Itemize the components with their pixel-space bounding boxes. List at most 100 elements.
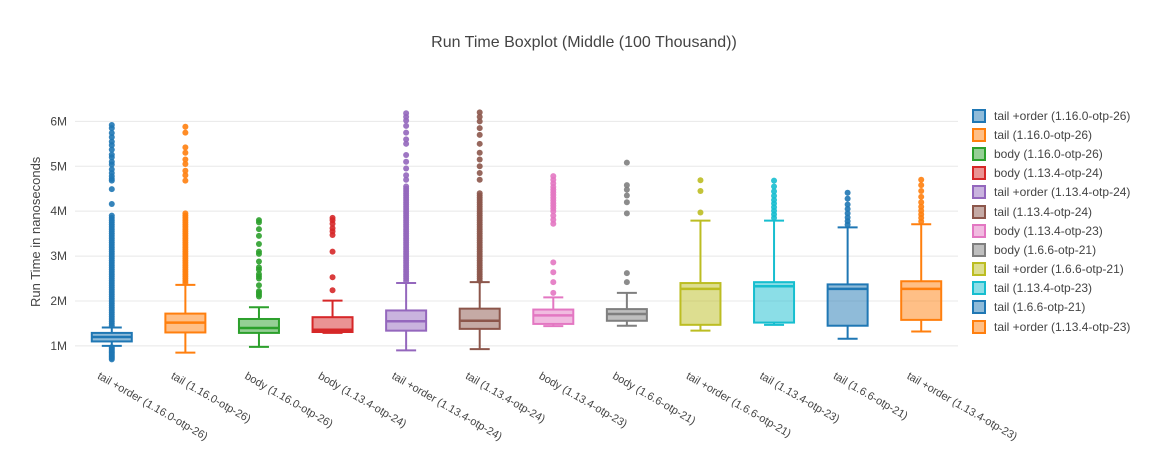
outlier-point — [182, 156, 189, 163]
outlier-point — [697, 209, 704, 216]
outlier-point — [329, 225, 336, 232]
outlier-point — [182, 129, 189, 136]
outlier-point — [403, 165, 410, 172]
box-body — [900, 280, 943, 321]
outlier-point — [403, 152, 410, 159]
legend-item[interactable]: tail +order (1.13.4-otp-24) — [972, 183, 1130, 202]
box-trace[interactable] — [532, 173, 575, 328]
legend-swatch-icon — [972, 166, 986, 181]
box-trace[interactable] — [311, 214, 354, 334]
box-trace[interactable] — [679, 177, 722, 332]
chart-title: Run Time Boxplot (Middle (100 Thousand)) — [431, 34, 737, 51]
outlier-point — [182, 167, 189, 174]
box-trace[interactable] — [237, 217, 280, 348]
outlier-point — [771, 192, 778, 199]
legend-item[interactable]: body (1.16.0-otp-26) — [972, 144, 1130, 163]
legend-item[interactable]: tail (1.13.4-otp-24) — [972, 202, 1130, 221]
box-body — [458, 307, 501, 330]
legend-item-label: tail +order (1.13.4-otp-23) — [994, 319, 1131, 334]
outlier-point — [108, 186, 115, 193]
legend-swatch-icon — [972, 146, 986, 161]
legend-item[interactable]: tail (1.16.0-otp-26) — [972, 125, 1130, 144]
outlier-point — [255, 288, 262, 295]
outlier-point — [255, 271, 262, 278]
outlier-point — [476, 113, 483, 120]
legend-swatch-icon — [972, 185, 986, 200]
legend-item[interactable]: tail +order (1.16.0-otp-26) — [972, 106, 1130, 125]
box-trace[interactable] — [458, 109, 501, 351]
outlier-point — [550, 279, 557, 286]
legend-item-label: tail +order (1.16.0-otp-26) — [994, 108, 1131, 123]
box-trace[interactable] — [753, 177, 796, 326]
outlier-point — [182, 172, 189, 179]
outlier-point — [255, 240, 262, 247]
outlier-point — [182, 144, 189, 151]
outlier-point — [623, 199, 630, 206]
box-trace[interactable] — [605, 159, 648, 327]
box-trace[interactable] — [164, 123, 207, 354]
legend-item-label: tail (1.16.0-otp-26) — [994, 127, 1093, 142]
outlier-point — [918, 199, 925, 206]
box-trace[interactable] — [900, 176, 943, 333]
outlier-point — [623, 182, 630, 189]
outlier-point — [771, 183, 778, 190]
box-trace[interactable] — [90, 121, 133, 363]
legend-item[interactable]: body (1.13.4-otp-23) — [972, 221, 1130, 240]
outlier-point — [108, 138, 115, 145]
legend-item[interactable]: tail +order (1.13.4-otp-23) — [972, 317, 1130, 336]
legend-item-label: body (1.6.6-otp-21) — [994, 242, 1097, 257]
outlier-point — [476, 118, 483, 125]
outlier-point — [108, 201, 115, 207]
outlier-point — [918, 193, 925, 200]
outlier-point — [255, 282, 262, 289]
outlier-point — [476, 176, 483, 183]
outlier-point — [918, 187, 925, 194]
y-tick-label: 3M — [50, 249, 67, 263]
legend: tail +order (1.16.0-otp-26) tail (1.16.0-… — [972, 106, 1130, 336]
outlier-point — [844, 205, 851, 212]
outlier-point — [697, 177, 704, 184]
outlier-point — [255, 217, 262, 224]
y-tick-label: 6M — [50, 114, 67, 128]
legend-item[interactable]: body (1.13.4-otp-24) — [972, 164, 1130, 183]
outlier-point — [550, 269, 557, 276]
outlier-point — [623, 192, 630, 199]
x-tick-label: tail +order (1.13.4-otp-23) — [905, 370, 1019, 443]
outlier-point — [476, 163, 483, 170]
outlier-point — [918, 203, 925, 210]
outlier-point — [403, 172, 410, 179]
y-tick-label: 5M — [50, 159, 67, 173]
outlier-point — [108, 158, 115, 165]
outlier-point — [329, 287, 336, 294]
outlier-point — [623, 159, 630, 166]
legend-item-label: tail (1.13.4-otp-23) — [994, 281, 1093, 296]
legend-item[interactable]: tail (1.6.6-otp-21) — [972, 298, 1130, 317]
outlier-point — [918, 182, 925, 189]
box-body — [826, 283, 869, 327]
legend-item[interactable]: tail +order (1.6.6-otp-21) — [972, 260, 1130, 279]
legend-item[interactable]: tail (1.13.4-otp-23) — [972, 279, 1130, 298]
y-tick-label: 4M — [50, 204, 67, 218]
outlier-point — [403, 110, 410, 117]
outlier-point — [550, 173, 557, 180]
legend-swatch-icon — [972, 223, 986, 238]
outlier-point — [108, 130, 115, 137]
legend-item-label: tail +order (1.6.6-otp-21) — [994, 262, 1124, 277]
outlier-point — [182, 177, 189, 184]
outlier-point — [108, 212, 115, 219]
outlier-point — [623, 270, 630, 277]
outlier-point — [403, 158, 410, 165]
box-trace[interactable] — [826, 189, 869, 340]
legend-item-label: tail +order (1.13.4-otp-24) — [994, 185, 1131, 200]
outlier-point — [403, 140, 410, 147]
legend-swatch-icon — [972, 300, 986, 315]
outlier-point — [476, 140, 483, 147]
outlier-point — [255, 248, 262, 255]
box-trace[interactable] — [385, 110, 428, 352]
outlier-point — [623, 186, 630, 193]
outlier-point — [108, 166, 115, 173]
outlier-point — [403, 136, 410, 143]
legend-item[interactable]: body (1.6.6-otp-21) — [972, 240, 1130, 259]
box-body — [237, 317, 280, 334]
